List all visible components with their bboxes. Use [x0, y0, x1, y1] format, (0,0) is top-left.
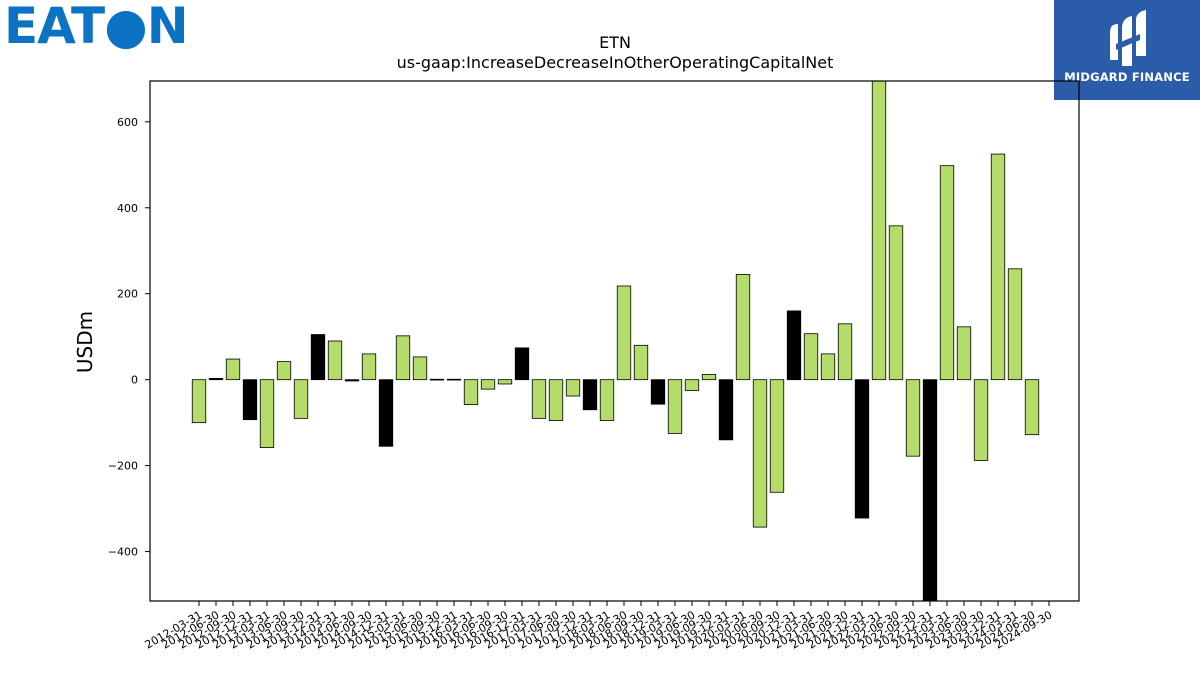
bar-2017-06-30 — [548, 379, 564, 421]
bar-2018-06-30 — [616, 285, 632, 381]
bar-2013-06-30 — [276, 361, 292, 381]
chart-title: ETN — [599, 33, 631, 52]
bar-2022-06-30 — [888, 225, 904, 381]
bar-2019-06-30 — [684, 379, 700, 391]
y-tick-label: −400 — [108, 546, 138, 559]
eaton-logo: EAT●N — [4, 0, 189, 55]
bar-2023-09-30 — [973, 379, 989, 461]
bar-2016-03-31 — [463, 379, 479, 406]
bar-2013-03-31 — [259, 379, 275, 448]
bar-2014-12-31 — [378, 379, 394, 447]
bar-2012-06-30 — [208, 377, 224, 381]
bar-2022-03-31 — [871, 80, 887, 381]
bar-2016-12-31 — [514, 347, 530, 381]
bar-2017-03-31 — [531, 379, 547, 419]
bar-2016-09-30 — [497, 379, 513, 385]
bar-2017-12-31 — [582, 379, 598, 411]
bar-2024-06-30 — [1024, 379, 1040, 436]
bar-2014-03-31 — [327, 340, 343, 381]
bar-2019-12-31 — [718, 379, 734, 441]
bar-2022-09-30 — [905, 379, 921, 457]
bar-2020-12-31 — [786, 310, 802, 381]
bar-2021-09-30 — [837, 323, 853, 381]
midgard-brand-text: MIDGARD FINANCE — [1064, 70, 1190, 84]
bar-2023-12-31 — [990, 153, 1006, 381]
y-tick-label: −200 — [108, 460, 138, 473]
bar-2022-12-31 — [922, 379, 938, 602]
bar-2016-06-30 — [480, 379, 496, 390]
bar-2013-09-30 — [293, 379, 309, 419]
y-axis-label: USDm — [73, 311, 97, 373]
y-tick-label: 200 — [117, 288, 138, 301]
bar-2012-03-31 — [191, 379, 207, 424]
bar-2015-06-30 — [412, 356, 428, 381]
bar-2015-12-31 — [446, 378, 462, 381]
bar-2020-06-30 — [752, 379, 768, 528]
bar-2014-06-30 — [344, 379, 360, 382]
bar-2018-09-30 — [633, 344, 649, 381]
bar-2018-12-31 — [650, 379, 666, 405]
y-tick-label: 0 — [131, 374, 138, 387]
bar-2023-06-30 — [956, 326, 972, 381]
bar-2021-06-30 — [820, 353, 836, 381]
bar-2015-09-30 — [429, 378, 445, 381]
bar-2021-03-31 — [803, 333, 819, 381]
bar-2021-12-31 — [854, 379, 870, 519]
bar-2023-03-31 — [939, 165, 955, 381]
bar-2020-03-31 — [735, 273, 751, 381]
bar-2013-12-31 — [310, 334, 326, 381]
midgard-mark-icon — [1110, 10, 1146, 66]
bar-2012-12-31 — [242, 379, 258, 421]
plot-frame — [149, 80, 1080, 602]
bar-2015-03-31 — [395, 335, 411, 381]
bar-2018-03-31 — [599, 379, 615, 421]
bar-2024-03-31 — [1007, 268, 1023, 381]
y-tick-label: 400 — [117, 202, 138, 215]
chart-subtitle: us-gaap:IncreaseDecreaseInOtherOperating… — [397, 53, 834, 72]
bar-2019-09-30 — [701, 374, 717, 381]
bar-2014-09-30 — [361, 353, 377, 381]
y-tick-label: 600 — [117, 116, 138, 129]
midgard-finance-logo: MIDGARD FINANCE — [1054, 0, 1200, 100]
bar-2017-09-30 — [565, 379, 581, 397]
bar-2020-09-30 — [769, 379, 785, 493]
bar-2012-09-30 — [225, 358, 241, 381]
bar-2019-03-31 — [667, 379, 683, 434]
